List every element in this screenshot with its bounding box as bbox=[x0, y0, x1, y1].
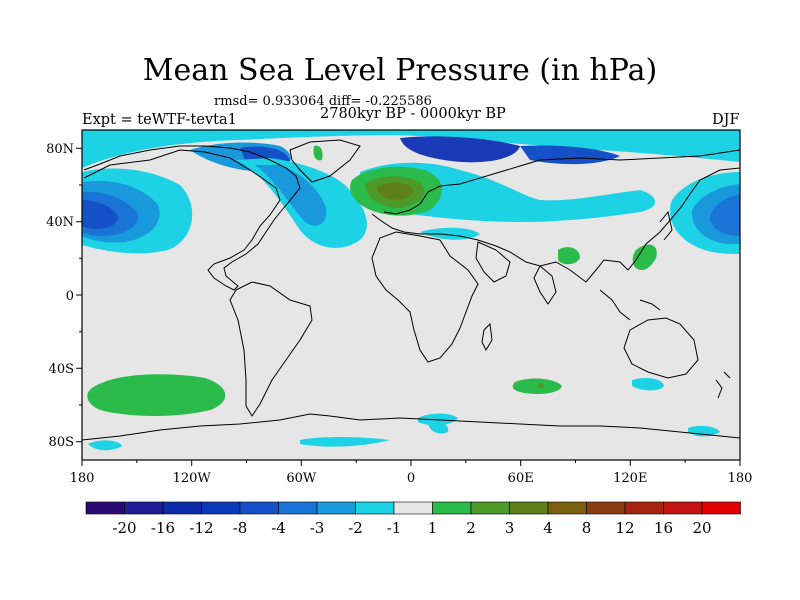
colorbar-label: -3 bbox=[310, 519, 325, 537]
coast-india bbox=[533, 265, 557, 305]
colorbar-label: 1 bbox=[428, 519, 438, 537]
colorbar-swatch bbox=[547, 501, 587, 515]
coast-southeast-asia bbox=[599, 289, 661, 321]
coastlines bbox=[82, 139, 740, 441]
antarctic-cyan-1 bbox=[88, 440, 122, 451]
colorbar-label: 2 bbox=[466, 519, 476, 537]
colorbar-label: 20 bbox=[692, 519, 711, 537]
north-atlantic-green-dot bbox=[313, 145, 323, 161]
x-tick-label: 180 bbox=[70, 471, 95, 486]
north-atlantic-blue-tongue bbox=[255, 165, 327, 226]
y-axis-ticks bbox=[76, 147, 82, 443]
south-indian-green bbox=[512, 378, 562, 394]
colorbar-swatch bbox=[701, 501, 741, 515]
colorbar-label: 3 bbox=[505, 519, 515, 537]
arctic-cyan-band bbox=[82, 130, 740, 168]
y-axis-labels: 80N 40N 0 40S 80S bbox=[46, 142, 74, 450]
colorbar: -20 -16 -12 -8 -4 -3 -2 -1 1 2 3 4 8 12 16 20 bbox=[85, 501, 741, 537]
antarctic-cyan-3 bbox=[300, 437, 390, 447]
coast-north-america bbox=[83, 145, 301, 291]
colorbar-label: -8 bbox=[233, 519, 248, 537]
pressure-anomaly-fields bbox=[82, 130, 740, 451]
colorbar-swatch bbox=[278, 501, 318, 515]
x-tick-label: 60E bbox=[508, 471, 534, 486]
colorbar-swatch bbox=[624, 501, 664, 515]
chart-title: Mean Sea Level Pressure (in hPa) bbox=[142, 53, 658, 88]
x-axis-labels: 180 120W 60W 0 60E 120E 180 bbox=[70, 471, 753, 486]
colorbar-label: 16 bbox=[654, 519, 673, 537]
colorbar-label: 8 bbox=[582, 519, 592, 537]
colorbar-label: -2 bbox=[348, 519, 363, 537]
x-tick-label: 0 bbox=[407, 471, 415, 486]
south-pacific-high-green bbox=[87, 374, 226, 416]
southern-ocean-cyan-1 bbox=[632, 378, 664, 391]
x-tick-label: 60W bbox=[286, 471, 317, 486]
arctic-dark-blue-2 bbox=[400, 136, 520, 163]
colorbar-label: 12 bbox=[615, 519, 634, 537]
x-tick-label: 180 bbox=[728, 471, 753, 486]
colorbar-label: -1 bbox=[387, 519, 402, 537]
colorbar-swatch bbox=[663, 501, 703, 515]
colorbar-swatch bbox=[470, 501, 510, 515]
coast-eurasia bbox=[371, 149, 740, 283]
y-tick-label: 40N bbox=[46, 215, 74, 230]
south-indian-dark-dot bbox=[537, 382, 544, 389]
time-period-label: 2780kyr BP - 0000kyr BP bbox=[320, 106, 506, 122]
east-asia-green bbox=[632, 244, 657, 271]
experiment-label: Expt = teWTF-tevta1 bbox=[82, 112, 237, 128]
colorbar-label: -20 bbox=[112, 519, 136, 537]
coast-new-zealand bbox=[715, 371, 731, 399]
coast-australia bbox=[623, 317, 699, 379]
european-high-core bbox=[377, 182, 414, 200]
y-tick-label: 80N bbox=[46, 142, 74, 157]
y-tick-label: 40S bbox=[49, 362, 74, 377]
colorbar-label: 4 bbox=[543, 519, 553, 537]
colorbar-label: -4 bbox=[271, 519, 286, 537]
x-tick-label: 120E bbox=[613, 471, 647, 486]
colorbar-label: -12 bbox=[189, 519, 213, 537]
colorbar-swatch bbox=[393, 501, 433, 515]
coast-madagascar bbox=[481, 322, 493, 352]
axis-ticks bbox=[76, 147, 741, 466]
north-pacific-low-core-west bbox=[82, 200, 118, 230]
coast-south-america bbox=[229, 281, 313, 417]
north-pacific-low-blue-east bbox=[710, 194, 740, 236]
coast-japan bbox=[659, 210, 673, 241]
colorbar-swatch bbox=[586, 501, 626, 515]
coast-africa bbox=[371, 231, 479, 363]
coast-antarctica bbox=[82, 413, 740, 441]
coast-arabia bbox=[475, 241, 511, 283]
rmsd-diff-stats: rmsd= 0.933064 diff= -0.225586 bbox=[214, 94, 432, 109]
y-tick-label: 0 bbox=[66, 289, 74, 304]
season-label: DJF bbox=[712, 112, 740, 128]
coast-greenland bbox=[289, 139, 361, 183]
colorbar-swatch bbox=[201, 501, 241, 515]
y-tick-label: 80S bbox=[49, 435, 74, 450]
colorbar-swatch bbox=[316, 501, 356, 515]
colorbar-swatch bbox=[124, 501, 164, 515]
colorbar-swatch bbox=[85, 501, 125, 515]
central-asia-green bbox=[558, 247, 580, 265]
colorbar-swatch bbox=[162, 501, 202, 515]
colorbar-swatch bbox=[432, 501, 472, 515]
southern-ocean-cyan-3 bbox=[428, 422, 449, 434]
x-tick-label: 120W bbox=[173, 471, 212, 486]
colorbar-label: -16 bbox=[151, 519, 175, 537]
colorbar-swatch bbox=[239, 501, 279, 515]
x-axis-ticks bbox=[81, 460, 741, 466]
colorbar-swatch bbox=[355, 501, 395, 515]
colorbar-swatch bbox=[509, 501, 549, 515]
